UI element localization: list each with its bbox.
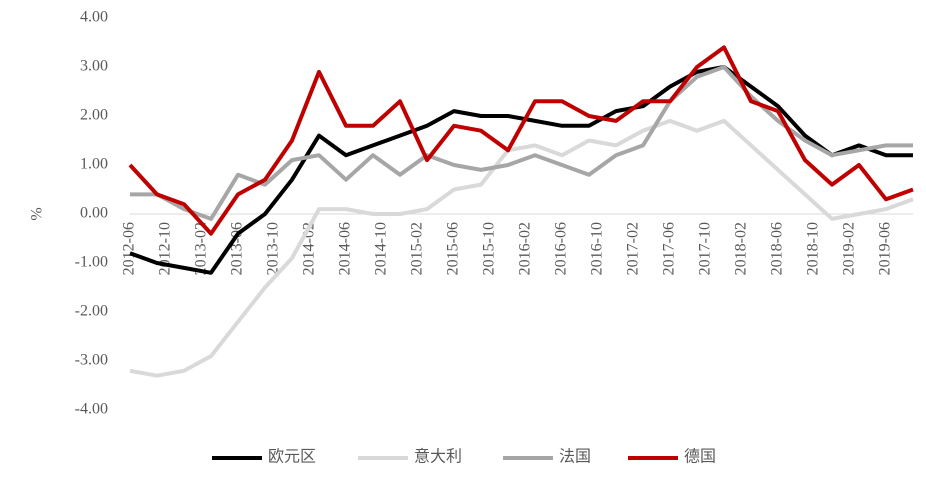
x-tick-label: 2013-02: [193, 222, 210, 275]
y-tick-label: -3.00: [75, 352, 108, 369]
x-tick-label: 2016-10: [589, 222, 606, 275]
y-tick-label: -1.00: [75, 254, 108, 271]
series-line: [129, 118, 914, 378]
y-tick-label: 1.00: [80, 156, 108, 173]
series-line: [129, 65, 913, 275]
x-tick-label: 2015-02: [409, 222, 426, 275]
y-tick-label: -4.00: [75, 401, 108, 418]
y-tick-label: 3.00: [80, 58, 108, 75]
legend-label: 德国: [684, 448, 716, 466]
y-tick-label: 0.00: [80, 205, 108, 222]
x-tick-label: 2017-02: [625, 222, 642, 275]
x-tick-label: 2018-10: [805, 222, 822, 275]
legend-label: 意大利: [414, 447, 462, 466]
x-tick-label: 2019-06: [877, 222, 894, 275]
x-tick-label: 2014-10: [373, 222, 390, 275]
x-tick-label: 2017-06: [661, 222, 678, 275]
x-tick-label: 2014-06: [337, 222, 354, 275]
x-tick-label: 2015-10: [481, 222, 498, 275]
x-tick-label: 2018-06: [769, 222, 786, 275]
x-tick-label: 2017-10: [697, 222, 714, 275]
y-tick-label: -2.00: [75, 303, 108, 320]
x-tick-label: 2013-10: [265, 222, 282, 275]
x-tick-label: 2012-06: [121, 222, 138, 275]
y-tick-label: 4.00: [80, 9, 108, 26]
x-tick-label: 2019-02: [841, 222, 858, 275]
x-tick-label: 2016-06: [553, 222, 570, 275]
y-axis-label: %: [29, 207, 46, 220]
legend-label: 欧元区: [268, 448, 316, 466]
legend-label: 法国: [559, 448, 591, 466]
x-tick-label: 2015-06: [445, 222, 462, 275]
x-tick-label: 2013-06: [229, 222, 246, 275]
y-tick-label: 2.00: [80, 107, 108, 124]
x-tick-label: 2018-02: [733, 222, 750, 275]
x-tick-label: 2016-02: [517, 222, 534, 275]
series-line: [128, 45, 914, 236]
